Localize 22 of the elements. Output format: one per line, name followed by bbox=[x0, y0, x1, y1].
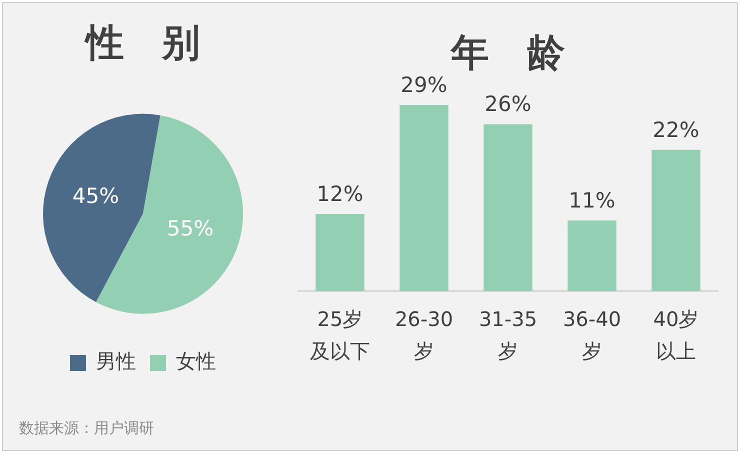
legend-label: 女性 bbox=[176, 349, 216, 374]
x-tick-label: 25岁及以下 bbox=[310, 307, 370, 364]
data-label: 22% bbox=[652, 118, 700, 142]
data-label: 29% bbox=[400, 72, 448, 97]
x-tick-label: 40岁以上 bbox=[653, 307, 699, 364]
source-note: 数据来源：用户调研 bbox=[19, 419, 154, 438]
bar bbox=[568, 220, 616, 291]
chart-title: 性 别 bbox=[84, 20, 200, 65]
bar bbox=[316, 214, 364, 291]
data-label: 11% bbox=[568, 188, 616, 212]
x-tick-label: 36-40岁 bbox=[562, 307, 622, 364]
chart-title: 年 龄 bbox=[450, 30, 565, 75]
bar bbox=[484, 124, 532, 291]
data-label: 12% bbox=[316, 182, 364, 206]
bar bbox=[400, 105, 448, 291]
x-tick-label: 31-35岁 bbox=[478, 307, 538, 364]
x-tick-label: 26-30岁 bbox=[394, 307, 454, 364]
data-label: 45% bbox=[72, 184, 120, 208]
data-label: 26% bbox=[484, 92, 532, 116]
legend-label: 男性 bbox=[96, 349, 136, 374]
data-label: 55% bbox=[166, 216, 214, 241]
bar bbox=[652, 150, 700, 291]
